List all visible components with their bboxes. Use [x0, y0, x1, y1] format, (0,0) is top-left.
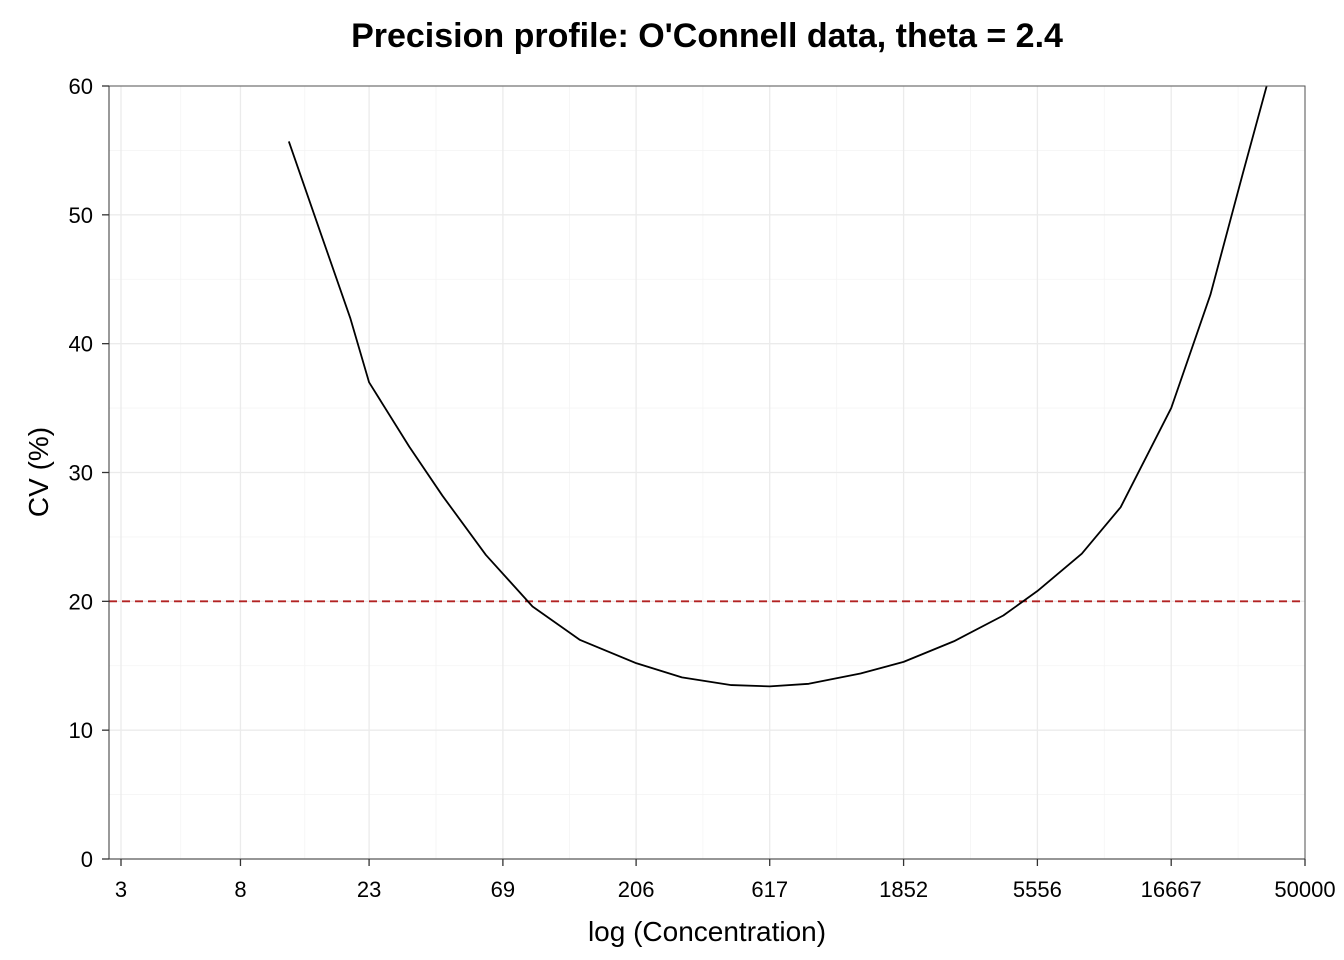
y-tick-label: 30 [69, 461, 93, 486]
x-axis-title: log (Concentration) [588, 916, 826, 947]
x-axis: 3 8 23 69 206 617 1852 5556 16667 50000 [109, 858, 1336, 902]
series-layer [287, 85, 1268, 688]
y-tick-label: 60 [69, 74, 93, 99]
x-tick-label: 23 [357, 877, 381, 902]
major-gridlines [109, 85, 1306, 860]
series-line [287, 85, 1268, 688]
y-axis: 0 10 20 30 40 50 60 [69, 74, 110, 872]
x-tick-label: 206 [618, 877, 655, 902]
x-tick-label: 3 [115, 877, 127, 902]
y-tick-label: 50 [69, 203, 93, 228]
x-tick-label: 5556 [1013, 877, 1062, 902]
x-tick-label: 1852 [879, 877, 928, 902]
x-tick-label: 69 [491, 877, 515, 902]
x-tick-label: 16667 [1141, 877, 1202, 902]
chart-title: Precision profile: O'Connell data, theta… [351, 17, 1063, 55]
x-tick-label: 50000 [1274, 877, 1335, 902]
x-tick-label: 8 [234, 877, 246, 902]
y-tick-label: 0 [81, 847, 93, 872]
y-axis-title: CV (%) [23, 427, 54, 517]
y-tick-label: 20 [69, 589, 93, 614]
y-tick-label: 40 [69, 332, 93, 357]
y-tick-label: 10 [69, 718, 93, 743]
x-tick-label: 617 [751, 877, 788, 902]
